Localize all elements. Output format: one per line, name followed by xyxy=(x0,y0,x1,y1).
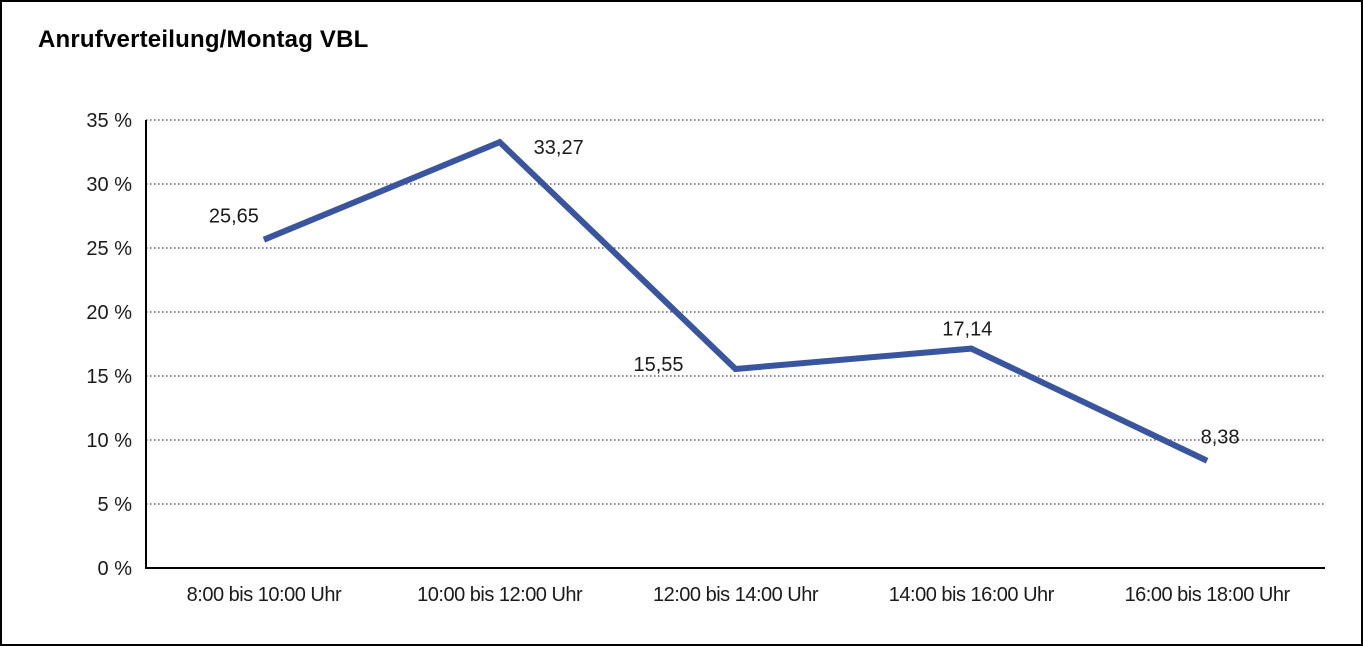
y-tick-label: 35 % xyxy=(86,110,132,132)
y-tick-label: 5 % xyxy=(98,494,133,516)
y-tick-label: 10 % xyxy=(86,430,132,452)
y-tick-label: 30 % xyxy=(86,174,132,196)
y-tick-label: 0 % xyxy=(98,558,133,580)
data-point-label: 8,38 xyxy=(1201,427,1240,449)
chart-title: Anrufverteilung/Montag VBL xyxy=(38,26,369,53)
data-point-label: 15,55 xyxy=(633,354,683,376)
data-point-label: 33,27 xyxy=(534,137,584,159)
data-line xyxy=(262,138,1209,464)
y-tick-label: 25 % xyxy=(86,238,132,260)
x-category-label: 10:00 bis 12:00 Uhr xyxy=(417,584,583,606)
x-category-label: 12:00 bis 14:00 Uhr xyxy=(653,584,819,606)
data-point-label: 25,65 xyxy=(209,206,259,228)
y-tick-label: 15 % xyxy=(86,366,132,388)
y-tick-label: 20 % xyxy=(86,302,132,324)
data-point-label: 17,14 xyxy=(942,319,992,341)
x-category-label: 16:00 bis 18:00 Uhr xyxy=(1125,584,1291,606)
x-category-label: 14:00 bis 16:00 Uhr xyxy=(889,584,1055,606)
x-category-label: 8:00 bis 10:00 Uhr xyxy=(187,584,342,606)
